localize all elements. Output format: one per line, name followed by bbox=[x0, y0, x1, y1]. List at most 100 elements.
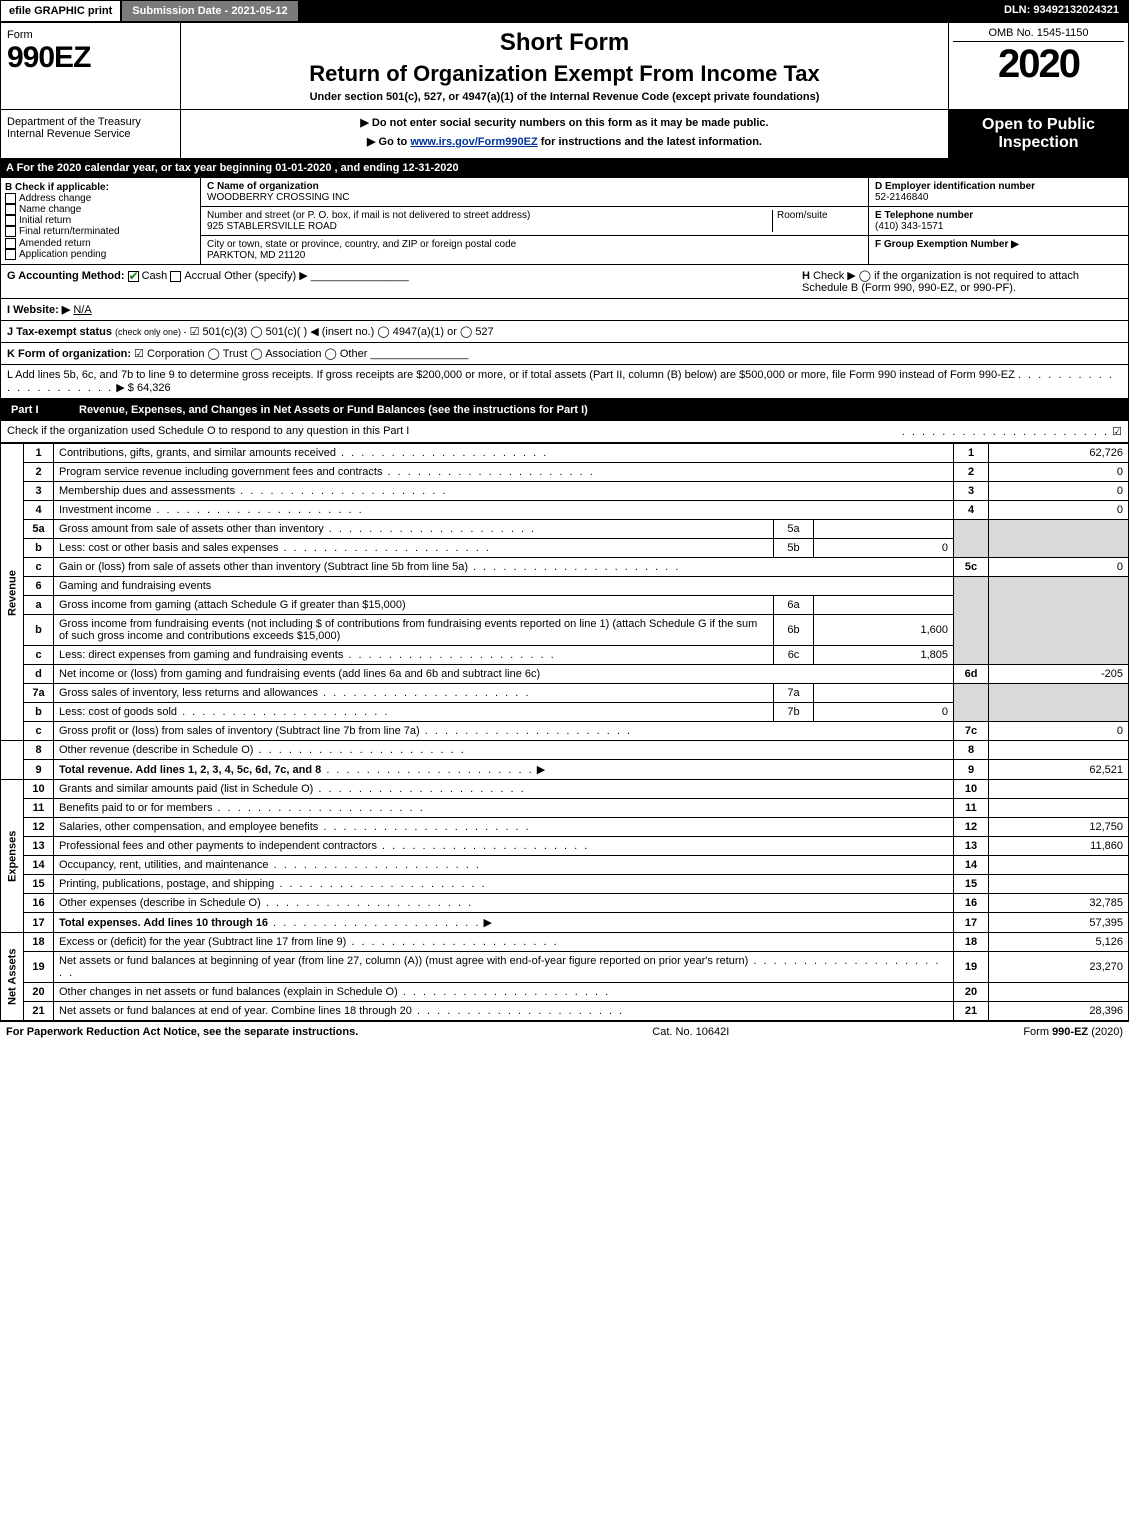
r10-t: Grants and similar amounts paid (list in… bbox=[54, 780, 954, 799]
j-label: J Tax-exempt status bbox=[7, 326, 112, 338]
c-name-label: C Name of organization bbox=[207, 181, 862, 192]
irs-link[interactable]: www.irs.gov/Form990EZ bbox=[410, 136, 537, 148]
r3-n: 3 bbox=[24, 482, 54, 501]
r8-v bbox=[989, 741, 1129, 760]
form-header: Form 990EZ Short Form Return of Organiza… bbox=[0, 22, 1129, 110]
line-l: L Add lines 5b, 6c, and 7b to line 9 to … bbox=[0, 365, 1129, 399]
r11-box: 11 bbox=[954, 799, 989, 818]
section-b: B Check if applicable: Address change Na… bbox=[1, 178, 201, 264]
r20-v bbox=[989, 983, 1129, 1002]
r7b-sv: 0 bbox=[814, 703, 954, 722]
k-opts: ☑ Corporation ◯ Trust ◯ Association ◯ Ot… bbox=[134, 348, 367, 360]
l-arrow: ▶ $ bbox=[116, 382, 134, 394]
lbl-name-change: Name change bbox=[19, 204, 81, 215]
r6-graybox bbox=[954, 577, 989, 665]
lbl-amended: Amended return bbox=[19, 238, 91, 249]
r9-v: 62,521 bbox=[989, 760, 1129, 780]
r21-v: 28,396 bbox=[989, 1002, 1129, 1021]
r18-v: 5,126 bbox=[989, 933, 1129, 952]
r7b-n: b bbox=[24, 703, 54, 722]
r13-t: Professional fees and other payments to … bbox=[54, 837, 954, 856]
r14-box: 14 bbox=[954, 856, 989, 875]
r2-box: 2 bbox=[954, 463, 989, 482]
org-address: 925 STABLERSVILLE ROAD bbox=[207, 221, 772, 232]
r9-box: 9 bbox=[954, 760, 989, 780]
cb-app-pending[interactable] bbox=[5, 249, 16, 260]
cb-name-change[interactable] bbox=[5, 204, 16, 215]
line-k: K Form of organization: ☑ Corporation ◯ … bbox=[0, 343, 1129, 365]
org-city: PARKTON, MD 21120 bbox=[207, 250, 862, 261]
org-name: WOODBERRY CROSSING INC bbox=[207, 192, 862, 203]
section-def: D Employer identification number 52-2146… bbox=[868, 178, 1128, 264]
section-b-title: B Check if applicable: bbox=[5, 182, 196, 193]
r19-box: 19 bbox=[954, 952, 989, 983]
r14-t: Occupancy, rent, utilities, and maintena… bbox=[54, 856, 954, 875]
r6c-sb: 6c bbox=[774, 646, 814, 665]
r5a-t: Gross amount from sale of assets other t… bbox=[54, 520, 774, 539]
cb-accrual[interactable] bbox=[170, 271, 181, 282]
h-label: H bbox=[802, 270, 810, 282]
r5b-t: Less: cost or other basis and sales expe… bbox=[54, 539, 774, 558]
r1-t: Contributions, gifts, grants, and simila… bbox=[54, 444, 954, 463]
r8-t: Other revenue (describe in Schedule O) bbox=[54, 741, 954, 760]
r7b-sb: 7b bbox=[774, 703, 814, 722]
part1-table: Revenue 1 Contributions, gifts, grants, … bbox=[0, 443, 1129, 1021]
r20-n: 20 bbox=[24, 983, 54, 1002]
r10-box: 10 bbox=[954, 780, 989, 799]
r6d-n: d bbox=[24, 665, 54, 684]
r4-box: 4 bbox=[954, 501, 989, 520]
cb-address-change[interactable] bbox=[5, 193, 16, 204]
r11-n: 11 bbox=[24, 799, 54, 818]
cb-initial-return[interactable] bbox=[5, 215, 16, 226]
tax-year: 2020 bbox=[953, 42, 1124, 87]
r14-n: 14 bbox=[24, 856, 54, 875]
r6b-sb: 6b bbox=[774, 615, 814, 646]
f-label: F Group Exemption Number ▶ bbox=[875, 239, 1122, 250]
telephone: (410) 343-1571 bbox=[875, 221, 1122, 232]
return-title: Return of Organization Exempt From Incom… bbox=[191, 61, 938, 87]
goto-line: ▶ Go to www.irs.gov/Form990EZ for instru… bbox=[187, 135, 942, 148]
r5a-sv bbox=[814, 520, 954, 539]
under-section: Under section 501(c), 527, or 4947(a)(1)… bbox=[191, 91, 938, 103]
r6c-t: Less: direct expenses from gaming and fu… bbox=[54, 646, 774, 665]
omb-number: OMB No. 1545-1150 bbox=[953, 27, 1124, 42]
goto-pre: ▶ Go to bbox=[367, 136, 410, 148]
r8-n: 8 bbox=[24, 741, 54, 760]
r7a-sv bbox=[814, 684, 954, 703]
part1-note-text: Check if the organization used Schedule … bbox=[7, 425, 409, 437]
g-label: G Accounting Method: bbox=[7, 270, 125, 282]
r6a-n: a bbox=[24, 596, 54, 615]
r13-v: 11,860 bbox=[989, 837, 1129, 856]
lbl-other: Other (specify) ▶ bbox=[224, 270, 308, 282]
r5b-sb: 5b bbox=[774, 539, 814, 558]
cb-amended[interactable] bbox=[5, 238, 16, 249]
efile-print-link[interactable]: efile GRAPHIC print bbox=[0, 0, 121, 22]
lbl-address-change: Address change bbox=[19, 193, 91, 204]
r1-v: 62,726 bbox=[989, 444, 1129, 463]
j-opts: ☑ 501(c)(3) ◯ 501(c)( ) ◀ (insert no.) ◯… bbox=[190, 326, 494, 338]
r6a-sb: 6a bbox=[774, 596, 814, 615]
r5b-n: b bbox=[24, 539, 54, 558]
r12-box: 12 bbox=[954, 818, 989, 837]
r19-t: Net assets or fund balances at beginning… bbox=[54, 952, 954, 983]
ein: 52-2146840 bbox=[875, 192, 1122, 203]
r16-v: 32,785 bbox=[989, 894, 1129, 913]
r15-t: Printing, publications, postage, and shi… bbox=[54, 875, 954, 894]
c-city-label: City or town, state or province, country… bbox=[207, 239, 862, 250]
r18-box: 18 bbox=[954, 933, 989, 952]
r21-t: Net assets or fund balances at end of ye… bbox=[54, 1002, 954, 1021]
r11-t: Benefits paid to or for members bbox=[54, 799, 954, 818]
r10-n: 10 bbox=[24, 780, 54, 799]
r13-box: 13 bbox=[954, 837, 989, 856]
r1-box: 1 bbox=[954, 444, 989, 463]
cb-final-return[interactable] bbox=[5, 226, 16, 237]
part1-check-mark: ☑ bbox=[1112, 426, 1122, 438]
room-label: Room/suite bbox=[777, 210, 862, 221]
ssn-warning: ▶ Do not enter social security numbers o… bbox=[187, 116, 942, 129]
r16-n: 16 bbox=[24, 894, 54, 913]
k-label: K Form of organization: bbox=[7, 348, 131, 360]
r12-t: Salaries, other compensation, and employ… bbox=[54, 818, 954, 837]
cb-cash[interactable] bbox=[128, 271, 139, 282]
i-label: I Website: ▶ bbox=[7, 304, 70, 316]
r7-graybox bbox=[954, 684, 989, 722]
